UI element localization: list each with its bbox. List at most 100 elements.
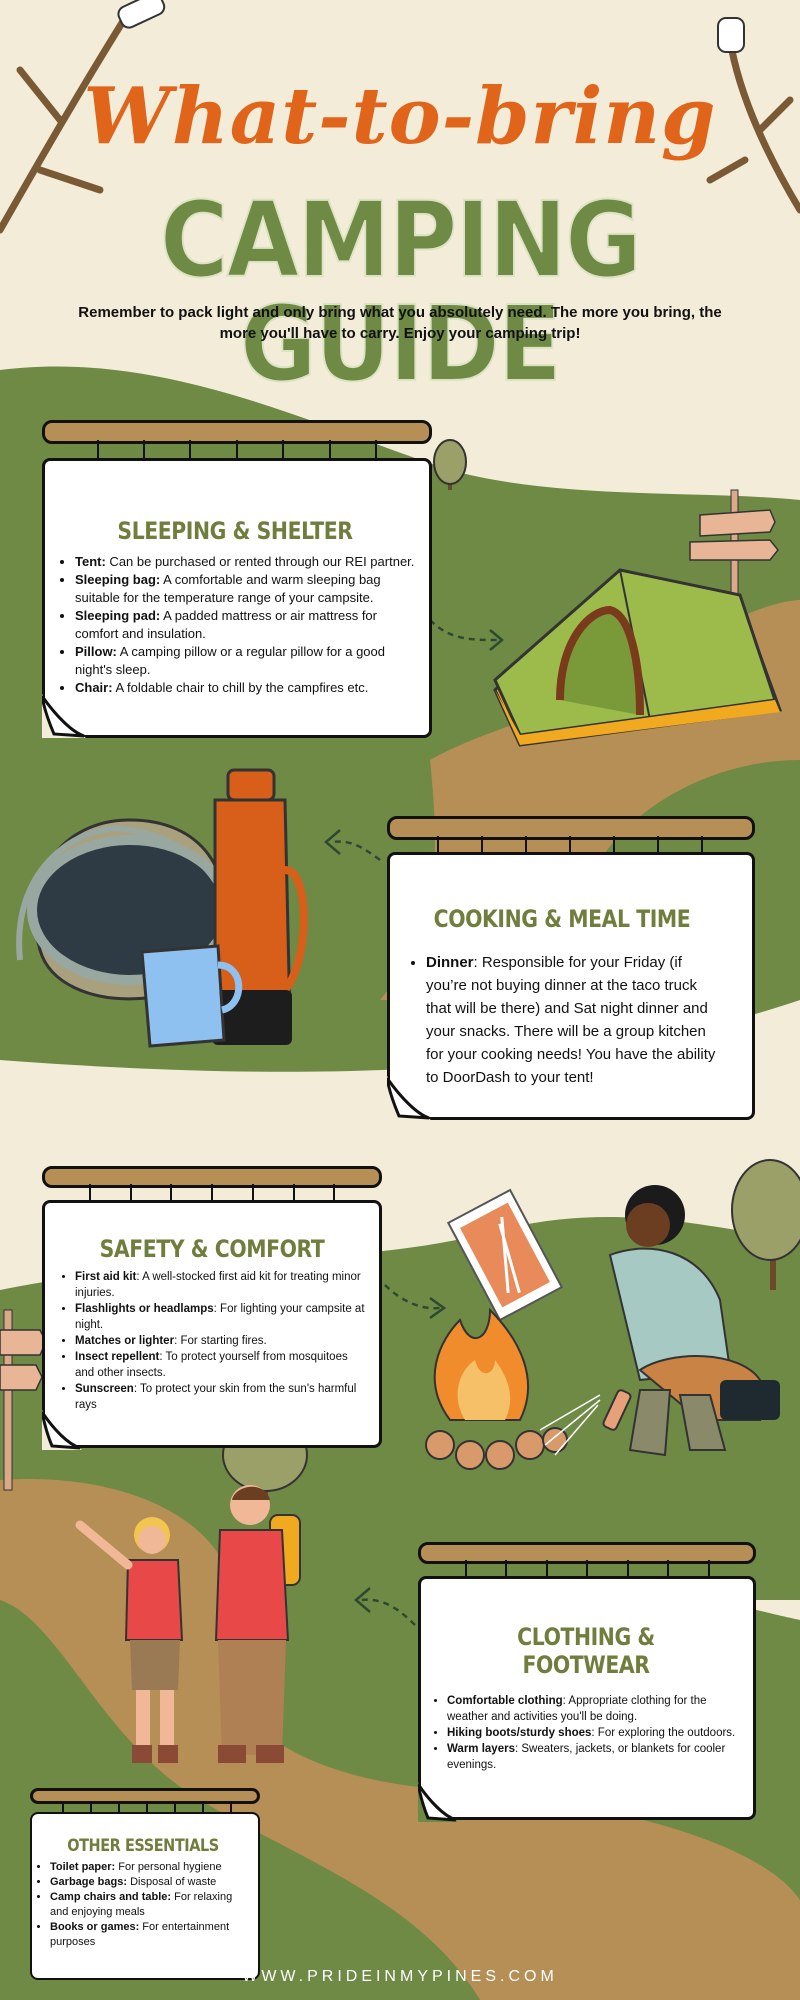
- item-term: Books or games:: [50, 1921, 140, 1933]
- arrow-icon: [384, 1284, 441, 1310]
- arrow-icon: [429, 619, 501, 642]
- card-cooking-meal-time: COOKING & MEAL TIME Dinner: Responsible …: [387, 852, 755, 1120]
- arrow-icon: [359, 1598, 416, 1626]
- item-list: Dinner: Responsible for your Friday (if …: [406, 951, 718, 1089]
- item-term: Pillow:: [75, 644, 117, 659]
- thermos-icon: [212, 768, 308, 1045]
- list-item: Sunscreen: To protect your skin from the…: [75, 1381, 369, 1413]
- folded-corner: [418, 1782, 458, 1822]
- item-term: Comfortable clothing: [447, 1695, 563, 1707]
- item-description: : For lighting your campsite at night.: [75, 1303, 365, 1331]
- footer-url: WWW.PRIDEINMYPINES.COM: [242, 1968, 558, 1985]
- item-description: : To protect your skin from the sun's ha…: [75, 1383, 357, 1411]
- item-term: Flashlights or headlamps: [75, 1303, 214, 1315]
- campfire-icon: [425, 1307, 568, 1470]
- marshmallow-icon: [117, 0, 166, 29]
- item-description: : Appropriate clothing for the weather a…: [447, 1695, 707, 1723]
- item-term: Garbage bags:: [50, 1876, 128, 1888]
- item-term: Hiking boots/sturdy shoes: [447, 1727, 592, 1739]
- card-sleeping-shelter: SLEEPING & SHELTER Tent: Can be purchase…: [42, 458, 432, 738]
- matchbox-icon: [446, 1188, 564, 1322]
- item-term: Camp chairs and table:: [50, 1891, 172, 1903]
- notepad-bar: [387, 816, 755, 840]
- item-list: Toilet paper: For personal hygieneGarbag…: [34, 1860, 252, 1950]
- branch-icon: [0, 6, 134, 234]
- item-description: : A well-stocked first aid kit for treat…: [75, 1271, 361, 1299]
- item-list: Tent: Can be purchased or rented through…: [55, 553, 415, 697]
- title-script: What-to-bring: [83, 71, 717, 162]
- folded-corner: [387, 1076, 431, 1120]
- item-description: For entertainment purposes: [50, 1921, 230, 1948]
- item-term: Tent:: [75, 554, 106, 569]
- item-description: Disposal of waste: [127, 1876, 217, 1888]
- item-description: A padded mattress or air mattress for co…: [75, 608, 377, 641]
- card-title: CLOTHING & FOOTWEAR: [517, 1623, 655, 1679]
- list-item: Tent: Can be purchased or rented through…: [75, 553, 415, 571]
- tree-icon: [731, 1159, 800, 1290]
- item-term: Dinner: [426, 954, 474, 971]
- arrow-icon: [354, 1587, 371, 1613]
- item-description: : For starting fires.: [174, 1335, 267, 1347]
- list-item: Sleeping pad: A padded mattress or air m…: [75, 607, 415, 643]
- item-description: For relaxing and enjoying meals: [50, 1891, 233, 1918]
- folded-corner: [42, 694, 86, 738]
- card-safety-comfort: SAFETY & COMFORT First aid kit: A well-s…: [42, 1200, 382, 1448]
- list-item: Sleeping bag: A comfortable and warm sle…: [75, 571, 415, 607]
- item-description: : To protect yourself from mosquitoes an…: [75, 1351, 348, 1379]
- item-description: Can be purchased or rented through our R…: [105, 554, 415, 569]
- card-other-essentials: OTHER ESSENTIALS Toilet paper: For perso…: [30, 1812, 260, 1980]
- item-term: Sleeping bag:: [75, 572, 161, 587]
- item-description: A comfortable and warm sleeping bag suit…: [75, 572, 381, 605]
- list-item: Chair: A foldable chair to chill by the …: [75, 679, 415, 697]
- item-term: Matches or lighter: [75, 1335, 175, 1347]
- arrow-icon: [329, 840, 381, 862]
- marshmallow-icon: [717, 17, 745, 53]
- item-description: : Responsible for your Friday (if you’re…: [426, 954, 716, 1086]
- item-term: Sleeping pad:: [75, 608, 161, 623]
- list-item: Toilet paper: For personal hygiene: [50, 1860, 252, 1875]
- list-item: Comfortable clothing: Appropriate clothi…: [447, 1693, 745, 1725]
- list-item: Books or games: For entertainment purpos…: [50, 1920, 252, 1950]
- item-term: Warm layers: [447, 1743, 515, 1755]
- arrow-icon: [429, 1296, 447, 1320]
- card-title: SLEEPING & SHELTER: [117, 517, 353, 545]
- item-term: Chair:: [75, 680, 113, 695]
- item-description: A foldable chair to chill by the campfir…: [112, 680, 369, 695]
- list-item: Warm layers: Sweaters, jackets, or blank…: [447, 1741, 745, 1773]
- signpost-icon: [0, 1309, 47, 1491]
- camper-woman-icon: [539, 1185, 780, 1457]
- card-title: SAFETY & COMFORT: [99, 1235, 325, 1263]
- list-item: Insect repellent: To protect yourself fr…: [75, 1349, 369, 1381]
- hikers-icon: [75, 1485, 301, 1763]
- list-item: Flashlights or headlamps: For lighting y…: [75, 1301, 369, 1333]
- list-item: Pillow: A camping pillow or a regular pi…: [75, 643, 415, 679]
- item-description: : Sweaters, jackets, or blankets for coo…: [447, 1743, 726, 1771]
- arrow-icon: [324, 829, 341, 855]
- branch-icon: [706, 36, 800, 214]
- item-description: : For exploring the outdoors.: [591, 1727, 736, 1739]
- item-term: Insect repellent: [75, 1351, 160, 1363]
- card-title: COOKING & MEAL TIME: [433, 905, 691, 933]
- item-list: First aid kit: A well-stocked first aid …: [55, 1269, 369, 1413]
- item-term: Toilet paper:: [50, 1861, 116, 1873]
- card-clothing-footwear: CLOTHING & FOOTWEAR Comfortable clothing…: [418, 1576, 756, 1820]
- list-item: Matches or lighter: For starting fires.: [75, 1333, 369, 1349]
- list-item: Dinner: Responsible for your Friday (if …: [426, 951, 718, 1089]
- card-title: OTHER ESSENTIALS: [67, 1836, 219, 1856]
- item-description: For personal hygiene: [115, 1861, 222, 1873]
- mug-icon: [140, 944, 243, 1048]
- tree-icon: [433, 439, 467, 490]
- arrow-icon: [489, 629, 504, 651]
- item-term: First aid kit: [75, 1271, 137, 1283]
- item-term: Sunscreen: [75, 1383, 134, 1395]
- list-item: Camp chairs and table: For relaxing and …: [50, 1890, 252, 1920]
- notepad-bar: [30, 1788, 260, 1804]
- list-item: First aid kit: A well-stocked first aid …: [75, 1269, 369, 1301]
- path-bottom: [0, 1479, 800, 2000]
- folded-corner: [42, 1410, 82, 1450]
- tent-icon: [493, 568, 783, 747]
- item-list: Comfortable clothing: Appropriate clothi…: [427, 1693, 745, 1773]
- list-item: Hiking boots/sturdy shoes: For exploring…: [447, 1725, 745, 1741]
- list-item: Garbage bags: Disposal of waste: [50, 1875, 252, 1890]
